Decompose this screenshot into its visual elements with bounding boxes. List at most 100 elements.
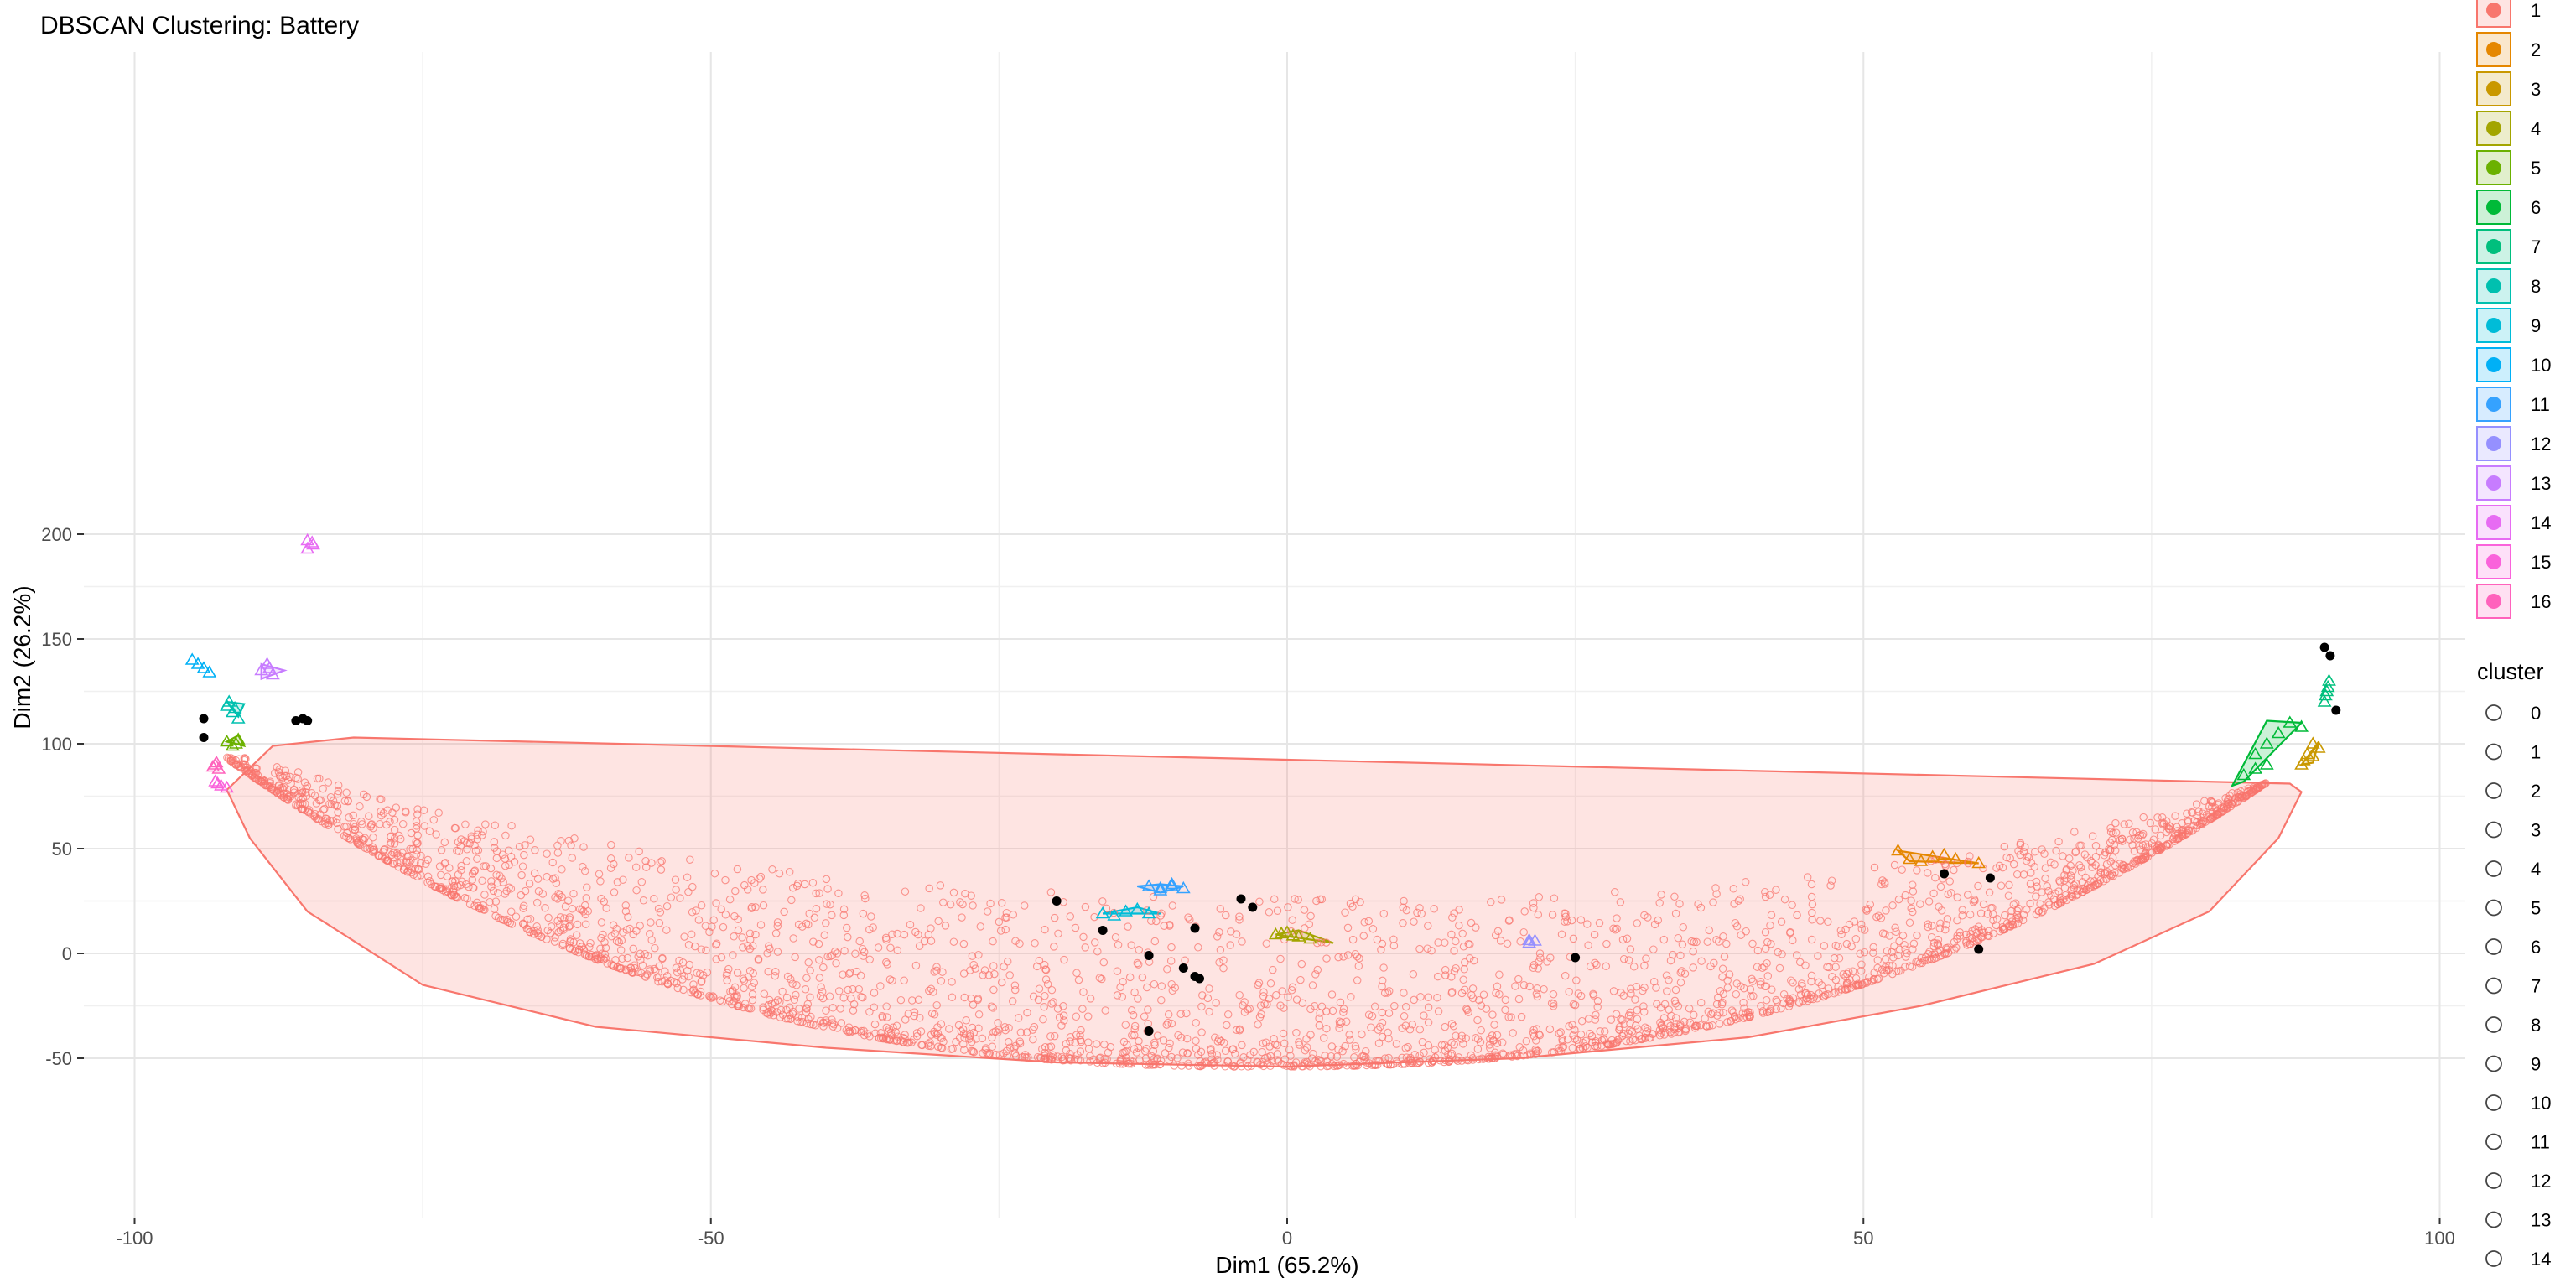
point-cluster-1 [771,971,780,980]
point-cluster-1 [2214,810,2222,819]
point-cluster-1 [989,1028,998,1036]
point-cluster-1 [1511,982,1519,990]
point-cluster-4 [1274,926,1289,939]
point-cluster-1 [870,989,879,997]
point-cluster-1 [956,898,964,906]
point-cluster-1 [1882,966,1891,974]
point-cluster-1 [768,1007,777,1015]
point-cluster-1 [1595,918,1604,927]
point-cluster-1 [2024,853,2033,862]
point-cluster-1 [498,850,507,859]
point-cluster-1 [586,938,595,948]
point-cluster-1 [976,922,985,931]
point-cluster-1 [1130,1031,1139,1040]
point-cluster-1 [2152,846,2161,855]
point-cluster-1 [1652,984,1660,992]
point-cluster-1 [1530,1026,1538,1034]
point-cluster-1 [1059,1002,1067,1010]
point-cluster-1 [751,930,760,939]
point-cluster-1 [1072,1031,1081,1040]
point-cluster-1 [641,856,650,865]
point-cluster-1 [597,918,606,927]
point-cluster-1 [917,1027,926,1036]
point-cluster-1 [1322,938,1331,947]
legend-fill-key [2476,150,2511,185]
point-cluster-9 [1095,906,1110,919]
point-cluster-1 [1339,1008,1348,1016]
point-cluster-1 [2241,792,2251,801]
point-cluster-1 [1232,1026,1241,1035]
point-cluster-1 [1046,1032,1055,1041]
point-cluster-1 [1378,976,1387,985]
point-cluster-1 [968,952,977,960]
point-cluster-1 [1399,903,1408,911]
point-cluster-1 [1487,897,1495,906]
point-cluster-1 [751,903,760,911]
point-cluster-1 [717,953,726,962]
point-cluster-1 [1978,928,1987,937]
point-cluster-1 [1732,989,1741,999]
point-cluster-1 [1958,911,1966,920]
point-cluster-1 [1055,1013,1064,1022]
point-cluster-1 [1974,922,1983,931]
point-cluster-1 [744,1004,752,1012]
point-cluster-1 [1059,1011,1068,1020]
point-cluster-1 [1689,963,1697,972]
point-cluster-1 [1586,1029,1594,1038]
point-cluster-1 [1400,896,1408,906]
point-cluster-1 [1576,916,1586,924]
point-cluster-1 [643,970,652,979]
point-cluster-1 [738,933,746,942]
point-cluster-1 [1235,916,1244,924]
point-cluster-1 [1424,922,1432,930]
point-cluster-1 [721,911,730,919]
point-cluster-1 [417,871,425,880]
point-cluster-1 [844,969,854,978]
point-cluster-1 [1680,1017,1689,1026]
point-cluster-1 [558,939,568,948]
point-cluster-1 [1010,981,1020,989]
point-cluster-1 [1450,967,1459,975]
point-cluster-1 [598,949,606,958]
point-cluster-1 [235,762,243,771]
point-cluster-1 [565,913,574,922]
point-noise [1144,951,1154,960]
legend-fill-dot [2486,475,2501,491]
legend-fill-dot [2486,436,2501,451]
point-cluster-1 [859,952,868,960]
point-cluster-1 [744,942,752,950]
point-cluster-1 [1336,1020,1344,1029]
point-cluster-1 [1135,1036,1143,1046]
point-cluster-1 [1058,1057,1067,1065]
point-cluster-1 [344,834,353,843]
point-cluster-1 [1043,979,1052,989]
point-cluster-1 [1245,1005,1254,1013]
point-cluster-1 [865,955,874,964]
point-cluster-1 [320,804,329,813]
point-cluster-1 [412,850,421,859]
point-cluster-1 [1452,1056,1461,1064]
point-cluster-1 [492,870,501,880]
point-cluster-1 [2091,853,2101,861]
point-cluster-1 [1183,1049,1192,1057]
point-cluster-1 [886,1036,894,1044]
point-cluster-1 [1526,1049,1535,1057]
point-cluster-1 [676,894,684,902]
point-cluster-1 [1663,987,1671,995]
point-cluster-1 [679,985,688,995]
point-cluster-1 [1678,940,1687,949]
point-cluster-1 [1359,1052,1368,1061]
point-cluster-1 [1265,1042,1274,1051]
point-cluster-1 [2140,850,2149,859]
point-cluster-1 [861,894,870,903]
point-cluster-1 [882,1035,891,1044]
point-cluster-1 [1729,1008,1737,1016]
point-cluster-1 [1163,965,1171,974]
point-cluster-1 [547,922,556,931]
point-cluster-1 [1623,934,1632,943]
point-cluster-1 [1947,889,1955,897]
point-cluster-1 [961,1030,970,1038]
point-cluster-1 [389,849,397,857]
point-cluster-1 [1563,1035,1572,1044]
point-cluster-1 [1907,904,1915,913]
